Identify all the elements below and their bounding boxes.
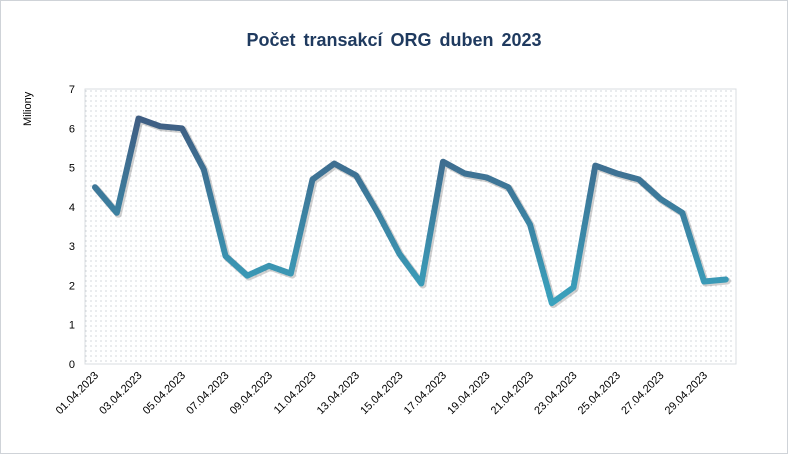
- y-tick-label: 6: [69, 123, 75, 135]
- x-tick-label: 21.04.2023: [489, 370, 536, 417]
- x-tick-label: 27.04.2023: [619, 370, 666, 417]
- y-tick-label: 7: [69, 84, 75, 96]
- data-point: [702, 280, 706, 284]
- y-tick-label: 2: [69, 280, 75, 292]
- data-point: [158, 124, 162, 128]
- x-tick-label: 19.04.2023: [445, 370, 492, 417]
- data-point: [354, 173, 358, 177]
- data-point: [615, 171, 619, 175]
- x-tick-label: 13.04.2023: [315, 370, 362, 417]
- x-tick-label: 03.04.2023: [97, 370, 144, 417]
- data-point: [593, 164, 597, 168]
- y-tick-label: 0: [69, 359, 75, 371]
- y-tick-label: 3: [69, 241, 75, 253]
- y-tick-label: 5: [69, 163, 75, 175]
- x-tick-label: 11.04.2023: [272, 370, 319, 417]
- data-point: [137, 116, 141, 120]
- series-group: [92, 115, 731, 309]
- data-point: [463, 171, 467, 175]
- data-point: [398, 252, 402, 256]
- x-axis-ticks: 01.04.202303.04.202305.04.202307.04.2023…: [54, 370, 710, 417]
- data-point: [506, 185, 510, 189]
- data-point: [180, 126, 184, 130]
- x-tick-label: 23.04.2023: [532, 370, 579, 417]
- data-point: [115, 211, 119, 215]
- x-tick-label: 09.04.2023: [228, 370, 275, 417]
- data-point: [485, 175, 489, 179]
- series-line: [92, 115, 729, 307]
- data-point: [224, 254, 228, 258]
- data-point: [550, 301, 554, 305]
- x-tick-label: 17.04.2023: [402, 370, 449, 417]
- chart-title: Počet transakcí ORG duben 2023: [246, 30, 542, 50]
- data-point: [311, 177, 315, 181]
- data-point: [267, 264, 271, 268]
- data-point: [202, 168, 206, 172]
- x-tick-label: 07.04.2023: [184, 370, 231, 417]
- data-point: [332, 162, 336, 166]
- data-point: [659, 197, 663, 201]
- data-point: [289, 272, 293, 276]
- x-tick-label: 29.04.2023: [663, 370, 710, 417]
- data-point: [419, 281, 423, 285]
- data-point: [376, 211, 380, 215]
- x-tick-label: 05.04.2023: [141, 370, 188, 417]
- data-point: [528, 223, 532, 227]
- plot-area: [84, 88, 737, 365]
- data-point: [93, 185, 97, 189]
- data-point: [441, 160, 445, 164]
- y-tick-label: 1: [69, 320, 75, 332]
- x-tick-label: 15.04.2023: [358, 370, 405, 417]
- x-tick-label: 25.04.2023: [576, 370, 623, 417]
- data-point: [245, 274, 249, 278]
- data-point: [680, 211, 684, 215]
- x-tick-label: 01.04.2023: [54, 370, 101, 417]
- data-point: [572, 285, 576, 289]
- y-axis-ticks: 0 1 2 3 4 5 6 7: [69, 84, 75, 371]
- data-point: [637, 177, 641, 181]
- data-point: [724, 278, 728, 282]
- y-tick-label: 4: [69, 202, 75, 214]
